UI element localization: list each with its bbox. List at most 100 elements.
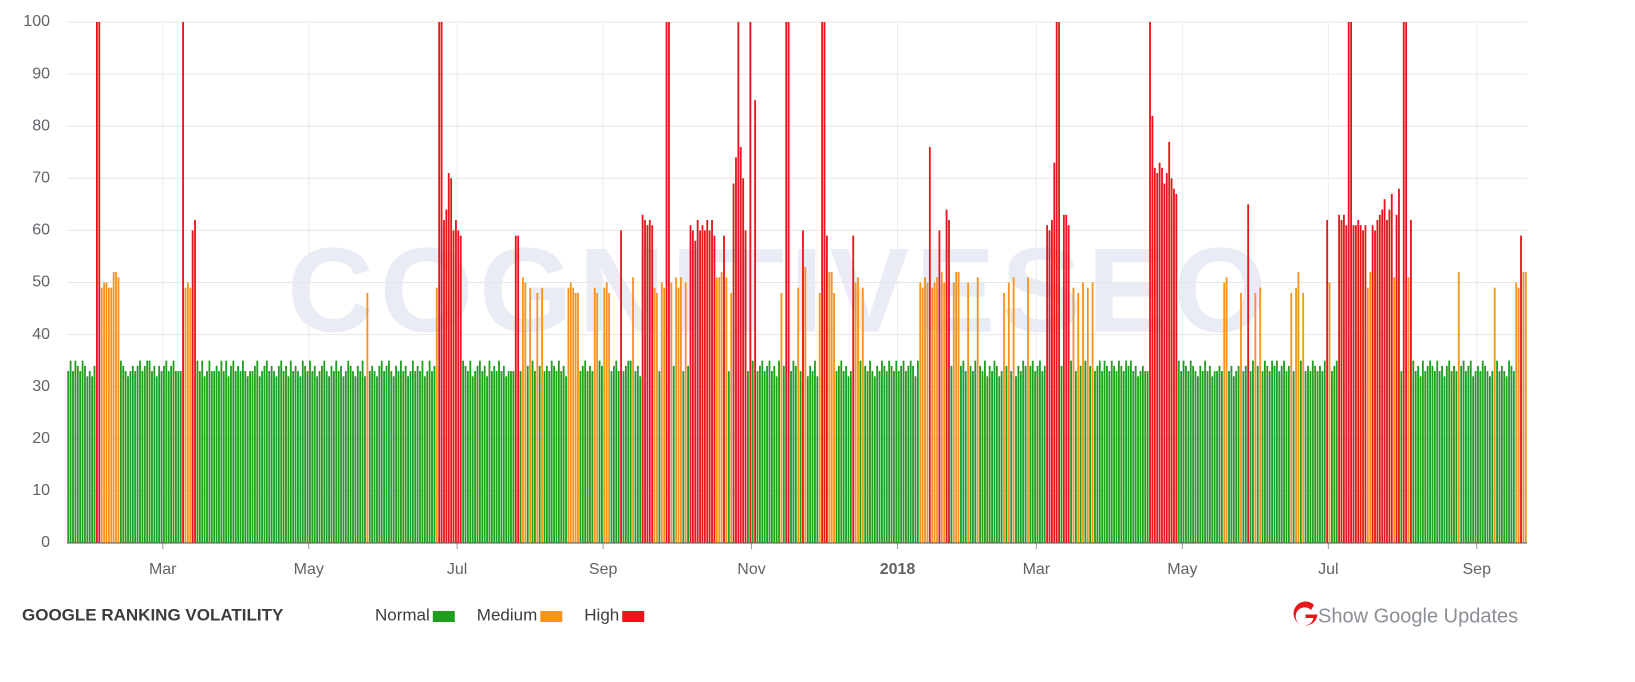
bar: [1242, 371, 1245, 543]
bar: [1388, 209, 1391, 543]
bar: [143, 365, 146, 543]
bar: [890, 365, 893, 543]
bar: [720, 272, 723, 543]
bar: [163, 365, 165, 543]
bar: [160, 371, 163, 543]
bar: [545, 365, 548, 543]
bar: [1175, 193, 1178, 543]
bar: [210, 371, 213, 543]
bar: [514, 235, 517, 544]
google-icon[interactable]: [1293, 601, 1318, 626]
bar: [198, 371, 201, 543]
bar: [670, 282, 673, 543]
bar: [1144, 371, 1147, 543]
bar: [854, 282, 857, 543]
bar: [131, 365, 134, 543]
bar: [174, 371, 177, 543]
bar: [1036, 365, 1039, 543]
bar: [677, 287, 680, 543]
bar: [921, 287, 924, 543]
bar: [744, 230, 747, 543]
bar: [79, 371, 82, 543]
bar: [768, 360, 771, 543]
bar: [364, 376, 366, 543]
bar: [1488, 376, 1491, 543]
bar: [1249, 371, 1252, 543]
y-tick-label: 80: [32, 117, 50, 134]
bar: [306, 371, 309, 543]
bar: [672, 365, 675, 543]
show-updates-label[interactable]: Show Google Updates: [1318, 605, 1518, 627]
bar: [1266, 365, 1269, 543]
bar: [194, 219, 196, 544]
bar: [395, 365, 398, 543]
bar: [1371, 225, 1374, 543]
bar: [1469, 360, 1472, 543]
bar: [356, 365, 359, 543]
bar: [1275, 360, 1278, 543]
bar: [1366, 287, 1369, 543]
bar: [1481, 360, 1484, 543]
bar: [416, 365, 419, 543]
bar: [122, 365, 125, 543]
bar: [1393, 277, 1396, 543]
bar: [1421, 360, 1424, 543]
show-updates-button[interactable]: Show Google Updates: [1293, 601, 1519, 628]
bar: [1127, 365, 1130, 543]
bar: [1027, 277, 1029, 543]
bar: [1067, 225, 1070, 543]
bar: [151, 371, 153, 543]
bar: [1244, 365, 1247, 543]
bar: [258, 376, 261, 543]
bar: [940, 272, 943, 543]
bar: [431, 371, 433, 543]
bar: [1223, 282, 1226, 543]
bar: [1084, 360, 1087, 543]
bar: [794, 365, 797, 543]
bar: [270, 365, 273, 543]
x-tick-label: Nov: [737, 561, 765, 578]
y-tick-label: 100: [23, 13, 50, 30]
bar: [246, 376, 249, 543]
bar: [1170, 178, 1173, 544]
bar: [208, 360, 211, 543]
bar: [117, 277, 120, 543]
bar: [1517, 287, 1520, 543]
bar: [806, 376, 809, 543]
y-tick-label: 70: [32, 170, 50, 187]
bar: [651, 225, 654, 543]
bar: [1022, 360, 1025, 543]
bar: [517, 235, 520, 544]
bar: [1323, 360, 1326, 543]
bar: [1072, 287, 1075, 543]
bar: [1292, 371, 1295, 543]
bar: [835, 371, 838, 543]
bar: [790, 371, 792, 543]
bar: [490, 371, 493, 543]
bar: [1218, 365, 1221, 543]
bar: [1460, 365, 1463, 543]
bar: [1139, 371, 1142, 543]
bar: [620, 230, 622, 543]
bar: [1132, 371, 1135, 543]
bar: [622, 371, 625, 543]
bar: [81, 360, 84, 543]
bar: [766, 365, 768, 543]
bar: [1426, 365, 1429, 543]
bar: [995, 365, 998, 543]
bar: [969, 365, 972, 543]
legend-label: Medium: [477, 605, 537, 624]
bar: [486, 376, 488, 543]
bar: [1441, 365, 1443, 543]
bar: [1058, 22, 1060, 543]
bar: [1005, 365, 1008, 543]
bar: [1185, 365, 1187, 543]
bar: [337, 371, 340, 543]
bar: [799, 371, 802, 543]
bar: [478, 360, 481, 543]
bar: [907, 365, 910, 543]
bar: [1307, 365, 1309, 543]
bar: [1369, 272, 1372, 543]
bar: [792, 360, 795, 543]
